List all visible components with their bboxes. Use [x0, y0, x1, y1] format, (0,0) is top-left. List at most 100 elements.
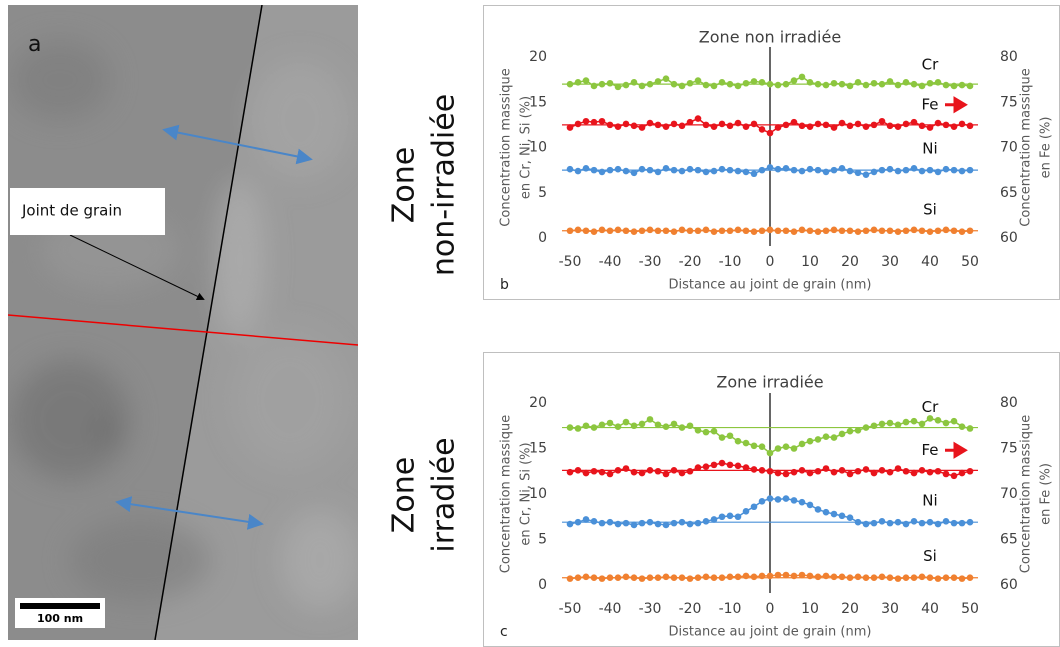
data-point	[918, 573, 926, 581]
data-point	[862, 171, 870, 178]
data-point	[798, 73, 806, 81]
x-tick-label: 40	[921, 601, 939, 617]
data-point	[718, 513, 726, 521]
x-tick-label: -30	[639, 601, 662, 617]
y-tick-label: 0	[538, 577, 547, 593]
data-point	[766, 226, 774, 234]
data-point	[862, 466, 870, 473]
data-point	[750, 170, 758, 178]
data-point	[766, 449, 774, 457]
data-point	[566, 424, 574, 431]
data-point	[942, 226, 950, 234]
data-point	[870, 574, 878, 582]
data-point	[678, 424, 686, 431]
data-point	[878, 166, 886, 174]
data-point	[854, 79, 862, 86]
data-point	[918, 227, 926, 235]
data-point	[790, 497, 798, 504]
data-point	[878, 420, 886, 428]
data-point	[590, 118, 598, 126]
data-point	[774, 165, 782, 173]
data-point	[630, 228, 638, 235]
data-point	[654, 520, 662, 528]
data-point	[790, 572, 798, 580]
data-point	[806, 501, 814, 509]
data-point	[758, 166, 766, 174]
y2-axis-label: en Fe (%)	[1039, 117, 1054, 179]
data-point	[614, 165, 622, 173]
y2-tick-label: 75	[1000, 94, 1018, 110]
data-point	[566, 575, 574, 582]
axis-arrow	[945, 441, 968, 459]
data-point	[678, 82, 686, 90]
data-point	[702, 573, 710, 581]
data-point	[854, 427, 862, 434]
chart-title: Zone non irradiée	[699, 28, 841, 47]
data-point	[766, 80, 774, 88]
data-point	[702, 121, 710, 129]
data-point	[702, 518, 710, 525]
data-point	[742, 227, 750, 235]
data-point	[894, 123, 902, 130]
data-point	[686, 227, 694, 235]
data-point	[646, 574, 654, 582]
series-label: Fe	[921, 95, 938, 113]
data-point	[886, 419, 894, 427]
data-point	[926, 574, 934, 582]
data-point	[638, 124, 646, 131]
data-point	[758, 497, 766, 505]
data-point	[606, 419, 614, 427]
data-point	[582, 573, 590, 581]
data-point	[726, 461, 734, 469]
data-point	[934, 520, 942, 528]
x-axis-label: Distance au joint de grain (nm)	[669, 278, 872, 293]
x-axis-label: Distance au joint de grain (nm)	[669, 625, 872, 640]
data-point	[758, 572, 766, 580]
data-point	[870, 422, 878, 430]
y-tick-label: 10	[529, 140, 547, 156]
data-point	[598, 519, 606, 527]
data-point	[606, 121, 614, 129]
data-point	[806, 227, 814, 235]
data-point	[598, 468, 606, 476]
data-point	[902, 120, 910, 128]
data-point	[830, 226, 838, 234]
data-point	[918, 122, 926, 130]
data-point	[950, 472, 958, 480]
series-label: Cr	[922, 55, 939, 73]
y2-tick-label: 65	[1000, 532, 1018, 548]
data-point	[718, 459, 726, 467]
data-point	[934, 416, 942, 424]
data-point	[766, 495, 774, 502]
x-tick-label: 40	[921, 254, 939, 270]
data-point	[614, 83, 622, 91]
data-point	[798, 122, 806, 130]
data-point	[662, 165, 670, 172]
data-point	[774, 445, 782, 452]
data-point	[670, 228, 678, 235]
x-tick-label: 0	[766, 601, 775, 617]
data-point	[846, 227, 854, 235]
data-point	[742, 168, 750, 176]
data-point	[622, 573, 630, 581]
data-point	[926, 468, 934, 476]
data-point	[742, 439, 750, 447]
y2-tick-label: 80	[1000, 49, 1018, 65]
data-point	[838, 467, 846, 474]
data-point	[694, 166, 702, 174]
data-point	[582, 422, 590, 430]
data-point	[646, 467, 654, 474]
data-point	[726, 512, 734, 520]
data-point	[566, 124, 574, 131]
data-point	[822, 81, 830, 89]
data-point	[686, 575, 694, 582]
data-point	[966, 82, 974, 90]
data-point	[814, 120, 822, 128]
data-point	[622, 227, 630, 235]
data-point	[734, 82, 742, 90]
y2-tick-label: 60	[1000, 577, 1018, 593]
x-tick-label: -20	[679, 601, 702, 617]
data-point	[574, 120, 582, 128]
data-point	[582, 117, 590, 125]
data-point	[902, 467, 910, 475]
